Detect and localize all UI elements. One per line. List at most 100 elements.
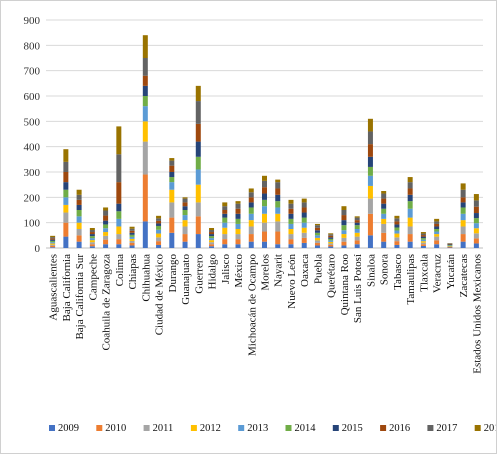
bar-segment — [328, 238, 334, 241]
bar-segment — [116, 218, 122, 227]
bar-segment — [262, 175, 267, 181]
bar-segment — [394, 221, 400, 225]
bar-segment — [447, 246, 453, 247]
bar-segment — [473, 200, 479, 207]
x-tick-label: Baja California Sur — [74, 254, 86, 340]
bar-segment — [222, 244, 228, 248]
bar-segment — [275, 194, 281, 202]
bar-segment — [447, 245, 453, 247]
bar-segment — [434, 240, 440, 245]
x-tick-label: Veracruz — [432, 254, 444, 293]
bar-segment — [314, 227, 320, 231]
bar-segment — [248, 226, 254, 235]
bar-segment — [116, 154, 122, 183]
bar-segment — [63, 236, 69, 248]
bar-segment — [103, 239, 109, 245]
bar-segment — [50, 240, 56, 243]
bar-segment — [262, 199, 267, 207]
bar-segment — [328, 240, 334, 242]
bar-segment — [129, 240, 135, 243]
bar-segment — [209, 234, 215, 237]
bar-segment — [262, 180, 267, 188]
bar-segment — [314, 225, 320, 228]
bar-segment — [407, 177, 413, 183]
y-tick-label: 800 — [24, 40, 41, 52]
bar-segment — [447, 243, 453, 244]
bar-segment — [354, 244, 360, 248]
bar-segment — [301, 227, 307, 233]
bar-segment — [407, 241, 413, 248]
bar-segment — [169, 160, 175, 166]
bar-segment — [182, 226, 188, 235]
bar-segment — [420, 232, 426, 234]
bar-segment — [288, 203, 294, 209]
legend-label: 2011 — [153, 423, 174, 434]
bar-segment — [314, 240, 320, 243]
bar-segment — [275, 244, 281, 248]
bar-segment — [103, 215, 109, 221]
bar-segment — [142, 85, 148, 96]
bar-segment — [447, 243, 453, 245]
bar-segment — [341, 237, 347, 242]
bar-segment — [235, 208, 241, 214]
bar-segment — [235, 234, 241, 240]
bar-segment — [407, 194, 413, 202]
bar-segment — [195, 141, 201, 157]
bar-segment — [407, 182, 413, 189]
bar-segment — [394, 230, 400, 234]
bar-segment — [116, 211, 122, 219]
bar-segment — [248, 220, 254, 227]
bar-segment — [89, 240, 95, 243]
bar-segment — [235, 203, 241, 209]
bar-segment — [434, 223, 440, 227]
bar-segment — [275, 182, 281, 189]
bar-segment — [76, 189, 82, 195]
bar-segment — [288, 239, 294, 245]
bar-segment — [156, 241, 162, 245]
bar-segment — [407, 188, 413, 195]
bar-segment — [116, 234, 122, 240]
bar-segment — [235, 244, 241, 248]
bar-segment — [156, 220, 162, 224]
x-tick-label: Baja California — [61, 254, 73, 322]
bar-segment — [367, 185, 373, 199]
legend-swatch — [285, 425, 292, 431]
bar-segment — [195, 123, 201, 142]
legend-item: 2017 — [427, 423, 457, 434]
bar-segment — [142, 121, 148, 142]
legend-swatch — [49, 425, 55, 431]
bar-segment — [275, 207, 281, 214]
bar-segment — [473, 238, 479, 244]
bar-segment — [354, 222, 360, 226]
bar-segment — [328, 244, 334, 247]
bar-segment — [50, 242, 56, 244]
bar-segment — [314, 230, 320, 233]
bar-segment — [76, 216, 82, 223]
bar-segment — [209, 244, 215, 247]
bar-segment — [341, 230, 347, 235]
bar-segment — [116, 203, 122, 212]
bar-segment — [288, 229, 294, 235]
bar-segment — [473, 243, 479, 248]
bar-segment — [301, 198, 307, 203]
bar-segment — [354, 232, 360, 237]
bar-segment — [367, 144, 373, 157]
bar-segment — [473, 218, 479, 224]
x-tick-label: Nuevo León — [286, 254, 298, 309]
bar-segment — [129, 234, 135, 237]
bar-segment — [235, 201, 241, 204]
legend-item: 2010 — [96, 423, 126, 434]
y-tick-label: 700 — [24, 66, 41, 78]
bar-segment — [235, 213, 241, 219]
bar-segment — [50, 247, 56, 248]
bar-segment — [420, 235, 426, 237]
legend-swatch — [427, 425, 434, 431]
bar-segment — [248, 234, 254, 242]
x-tick-label: Zacatecas — [458, 254, 470, 297]
legend-label: 2014 — [295, 423, 317, 434]
bar-segment — [301, 202, 307, 208]
x-tick-label: Morelos — [260, 254, 272, 291]
bar-segment — [50, 235, 56, 238]
legend-swatch — [474, 425, 481, 431]
